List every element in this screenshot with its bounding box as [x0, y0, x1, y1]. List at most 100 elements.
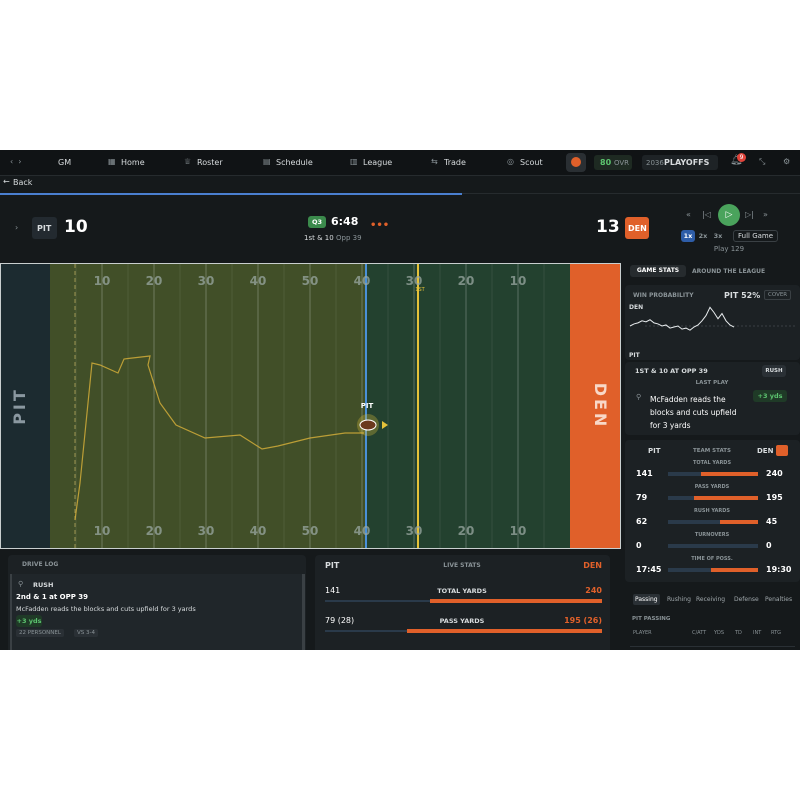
nav-item[interactable]: Roster — [197, 158, 223, 167]
stat-right: 45 — [766, 517, 778, 526]
yard-number: 10 — [510, 274, 527, 288]
stat-tab[interactable]: Receiving — [696, 596, 726, 603]
drive-tag: VS 3-4 — [74, 629, 98, 637]
stat-label: TOTAL YARDS — [692, 460, 732, 466]
stat-left: 79 — [636, 493, 648, 502]
yard-number: 10 — [94, 274, 111, 288]
nav-item[interactable]: Scout — [520, 158, 543, 167]
stat-tab[interactable]: Defense — [734, 596, 759, 603]
away-team: DEN — [628, 224, 647, 233]
stat-right: 195 — [766, 493, 783, 502]
yard-number: 50 — [302, 274, 319, 288]
live-label: TOTAL YARDS — [437, 587, 487, 595]
season-box[interactable] — [642, 155, 718, 170]
more[interactable]: ••• — [370, 220, 390, 231]
nav-arrows[interactable]: ‹ › — [10, 157, 22, 166]
last-play-gain: +3 yds — [753, 390, 787, 402]
live-title: LIVE STATS — [443, 562, 481, 569]
passing-title: PIT PASSING — [632, 616, 671, 622]
full-game[interactable]: Full Game — [733, 230, 779, 242]
expand[interactable]: › — [15, 223, 19, 232]
stat-bar-right — [720, 520, 758, 524]
stat-right: 0 — [766, 541, 772, 550]
back-arrow[interactable]: ← — [3, 177, 10, 186]
settings-icon[interactable]: ⚙ — [783, 157, 791, 166]
nav-item[interactable]: Home — [121, 158, 145, 167]
step-forward[interactable]: ▷| — [745, 210, 754, 219]
live-right-value: 240 — [585, 586, 602, 595]
team-stats-title: TEAM STATS — [693, 448, 731, 454]
play-type: RUSH — [762, 365, 786, 377]
away-badge — [625, 217, 649, 239]
passing-header: INT — [753, 630, 762, 636]
spot: Opp 39 — [336, 234, 362, 242]
clock: 6:48 — [331, 215, 359, 228]
speed[interactable]: 2x — [698, 232, 708, 240]
live-right-value: 195 (26) — [564, 616, 602, 625]
cover-toggle[interactable]: COVER — [764, 290, 792, 300]
nav-icon[interactable]: ♕ — [184, 157, 192, 166]
yard-number: 40 — [354, 274, 371, 288]
fast-forward[interactable]: » — [763, 210, 768, 219]
speed[interactable]: 1x — [681, 230, 695, 242]
yard-number: 40 — [250, 274, 267, 288]
bell[interactable]: 🔔︎ — [730, 155, 743, 166]
passing-header: C/ATT — [692, 630, 707, 636]
nav-icon[interactable]: ◎ — [507, 157, 514, 166]
speed[interactable]: 3x — [713, 232, 723, 240]
tab-around-league[interactable]: AROUND THE LEAGUE — [692, 268, 766, 275]
live-right: DEN — [583, 561, 602, 570]
team-logo-box[interactable] — [566, 153, 586, 172]
row-divider — [630, 646, 795, 647]
progress-bar — [0, 193, 462, 195]
team-logo — [571, 157, 581, 167]
ball-label: PIT — [361, 402, 374, 410]
nav-item[interactable]: Schedule — [276, 158, 313, 167]
yard-number: 30 — [198, 524, 215, 538]
nav-user[interactable]: GM — [58, 158, 72, 167]
nav-icon[interactable]: ⇆ — [431, 157, 438, 166]
nav-icon[interactable]: ▦ — [108, 157, 116, 166]
nav-icon[interactable]: ▤ — [263, 157, 271, 166]
rewind[interactable]: « — [686, 210, 691, 219]
passing-header: PLAYER — [633, 630, 652, 636]
stat-bar-left — [668, 472, 702, 476]
scrollbar[interactable] — [302, 574, 305, 650]
live-left: PIT — [325, 561, 340, 570]
win-prob-title: WIN PROBABILITY — [633, 292, 694, 299]
stat-left: 0 — [636, 541, 642, 550]
yard-number: 20 — [458, 524, 475, 538]
nav-item[interactable]: Trade — [444, 158, 466, 167]
wp-top-label: DEN — [629, 304, 644, 311]
yard-number: 40 — [250, 524, 267, 538]
tab-game-stats[interactable]: GAME STATS — [630, 265, 686, 277]
collapse-icon[interactable]: ⤡ — [759, 157, 766, 166]
home-badge — [32, 217, 57, 239]
play-button[interactable]: ▷ — [718, 204, 740, 226]
drive-item — [10, 574, 302, 650]
left-endzone — [1, 264, 50, 548]
nav-item[interactable]: League — [363, 158, 393, 167]
ball — [359, 419, 377, 431]
live-bar — [407, 629, 602, 633]
stat-tab[interactable]: Penalties — [765, 596, 793, 603]
right-endzone-label: DEN — [591, 383, 610, 430]
passing-header: RTG — [771, 630, 782, 636]
drive-icon: ⚲ — [18, 580, 24, 588]
stat-tab[interactable]: Rushing — [667, 596, 691, 603]
win-prob-chart — [629, 306, 795, 331]
home-score: 10 — [64, 217, 88, 237]
stat-left: 17:45 — [636, 565, 662, 574]
step-back[interactable]: |◁ — [702, 210, 711, 219]
back-link[interactable]: Back — [13, 178, 33, 187]
nav-icon[interactable]: ▥ — [350, 157, 358, 166]
live-left-value: 141 — [325, 586, 341, 595]
season: 2036 — [646, 159, 664, 167]
stat-left: 62 — [636, 517, 648, 526]
stat-tab[interactable]: Passing — [633, 594, 660, 605]
drive-log-title: DRIVE LOG — [22, 561, 59, 568]
stat-bar-left — [668, 544, 713, 548]
right-endzone — [570, 264, 620, 548]
notification-count: 9 — [737, 153, 746, 162]
